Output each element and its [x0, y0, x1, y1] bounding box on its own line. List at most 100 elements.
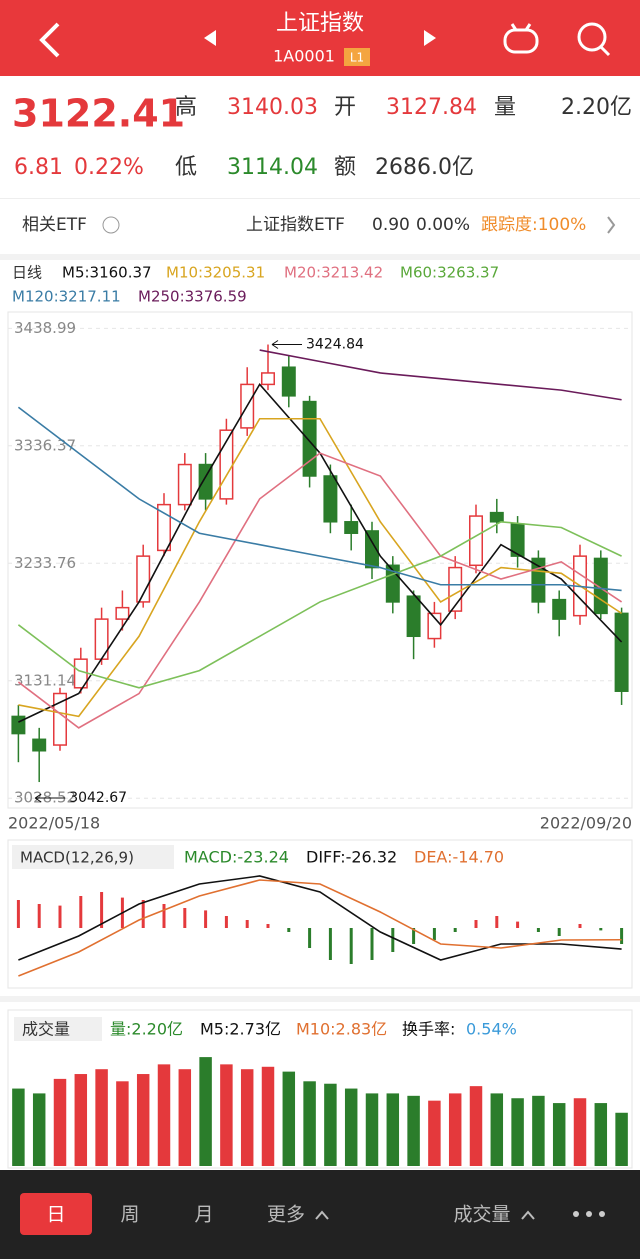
volume-bar [428, 1100, 441, 1166]
y-tick-label: 3233.76 [14, 554, 76, 572]
legend: M5:3160.37 [62, 264, 152, 282]
chevron [607, 216, 616, 234]
legend: M120:3217.11 [12, 288, 121, 306]
volume-bar [303, 1081, 316, 1166]
candle [614, 612, 629, 692]
y-tick-label: 3438.99 [14, 319, 76, 337]
volume-bar [386, 1093, 400, 1166]
candle [157, 503, 171, 552]
legend: M10:3205.31 [166, 264, 265, 282]
volume-label: 成交量 [22, 1020, 70, 1039]
candle [302, 400, 317, 477]
candle [53, 692, 67, 746]
label: 低 [175, 155, 197, 180]
volume-bar [615, 1112, 628, 1166]
value: 3140.03 [227, 95, 318, 120]
volume-bar [136, 1074, 150, 1166]
candle [11, 715, 26, 735]
volume-bar [95, 1069, 108, 1166]
ma-line [17, 452, 623, 729]
legend: 日线 [12, 264, 42, 282]
macd-label: MACD(12,26,9) [20, 849, 134, 867]
chart: 3438.993336.373233.763131.143028.523424.… [8, 319, 632, 1166]
etf-label: 相关ETF [22, 215, 87, 235]
candle [365, 530, 379, 569]
ma-line [17, 406, 622, 592]
volume-bar [344, 1088, 358, 1166]
y-tick-label: 3131.14 [14, 671, 76, 689]
label: 额 [334, 155, 356, 180]
tab[interactable]: 成交量 [453, 1204, 510, 1226]
legend: M250:3376.59 [138, 288, 247, 306]
tab[interactable]: 周 [120, 1204, 139, 1226]
volume-bar [365, 1093, 379, 1166]
volume-bar [573, 1098, 587, 1166]
more-icon[interactable] [573, 1211, 605, 1217]
level: L1 [350, 51, 364, 65]
volume-m10: M10:2.83亿 [296, 1020, 387, 1039]
top-bar [0, 0, 640, 76]
value: 6.81 [14, 155, 63, 180]
robot-icon[interactable] [503, 23, 539, 54]
tab[interactable]: 月 [194, 1204, 213, 1226]
y-tick-label: 3336.37 [14, 436, 76, 454]
value: 2.20亿 [561, 95, 632, 120]
search-icon[interactable] [577, 22, 611, 57]
candle [593, 557, 608, 615]
candle [198, 463, 213, 500]
divider [0, 996, 640, 1002]
tab-active[interactable] [20, 1193, 92, 1235]
macd-frame [7, 839, 633, 989]
tab[interactable]: 日 [46, 1204, 65, 1226]
candle [489, 511, 504, 523]
etf-name[interactable]: 上证指数ETF [246, 215, 345, 235]
high-note: 3424.84 [306, 337, 364, 353]
etf-price: 0.90 [372, 215, 410, 235]
volume-value: 量:2.20亿 [110, 1020, 183, 1039]
value: 2686.0亿 [375, 155, 474, 180]
candle [552, 598, 567, 620]
candle [32, 738, 47, 752]
diff-value: DIFF:-26.32 [306, 848, 397, 867]
etf-tracking: 跟踪度:100% [481, 215, 586, 235]
ma-line [17, 520, 622, 689]
volume-bar [448, 1093, 462, 1166]
volume-bar [53, 1078, 67, 1166]
value: 0.22% [74, 155, 144, 180]
back-button[interactable] [39, 22, 60, 58]
volume-bar [552, 1103, 566, 1166]
turnover: 0.54% [466, 1020, 517, 1039]
volume-select[interactable] [14, 1017, 102, 1041]
volume-bar [532, 1095, 545, 1166]
divider [0, 254, 640, 260]
code: 1A0001 [273, 47, 335, 66]
label: 开 [334, 95, 356, 120]
volume-bar [324, 1083, 337, 1166]
volume-bar [261, 1066, 275, 1166]
candle [406, 595, 421, 638]
macd-select[interactable] [12, 845, 174, 869]
volume-bar [594, 1103, 608, 1166]
volume-bar [490, 1093, 504, 1166]
plot-frame [7, 311, 633, 809]
volume-bar [178, 1069, 192, 1166]
divider [0, 198, 640, 199]
volume-bar [220, 1064, 233, 1166]
dea-value: DEA:-14.70 [414, 848, 504, 867]
title: 上证指数 [276, 11, 364, 36]
dea-line [18, 879, 622, 977]
volume-frame [7, 1009, 633, 1169]
volume-bar [32, 1093, 46, 1166]
volume-bar [157, 1064, 171, 1166]
help-icon[interactable] [102, 216, 120, 234]
ma-line [18, 383, 623, 723]
end-date: 2022/09/20 [540, 814, 632, 833]
legend: M60:3263.37 [400, 264, 499, 282]
arrow [271, 340, 302, 349]
price: 3122.41 [12, 92, 185, 136]
legend: M20:3213.42 [284, 264, 383, 282]
value: 3114.04 [227, 155, 318, 180]
arrow [34, 793, 66, 803]
tab[interactable]: 更多 [267, 1204, 305, 1226]
